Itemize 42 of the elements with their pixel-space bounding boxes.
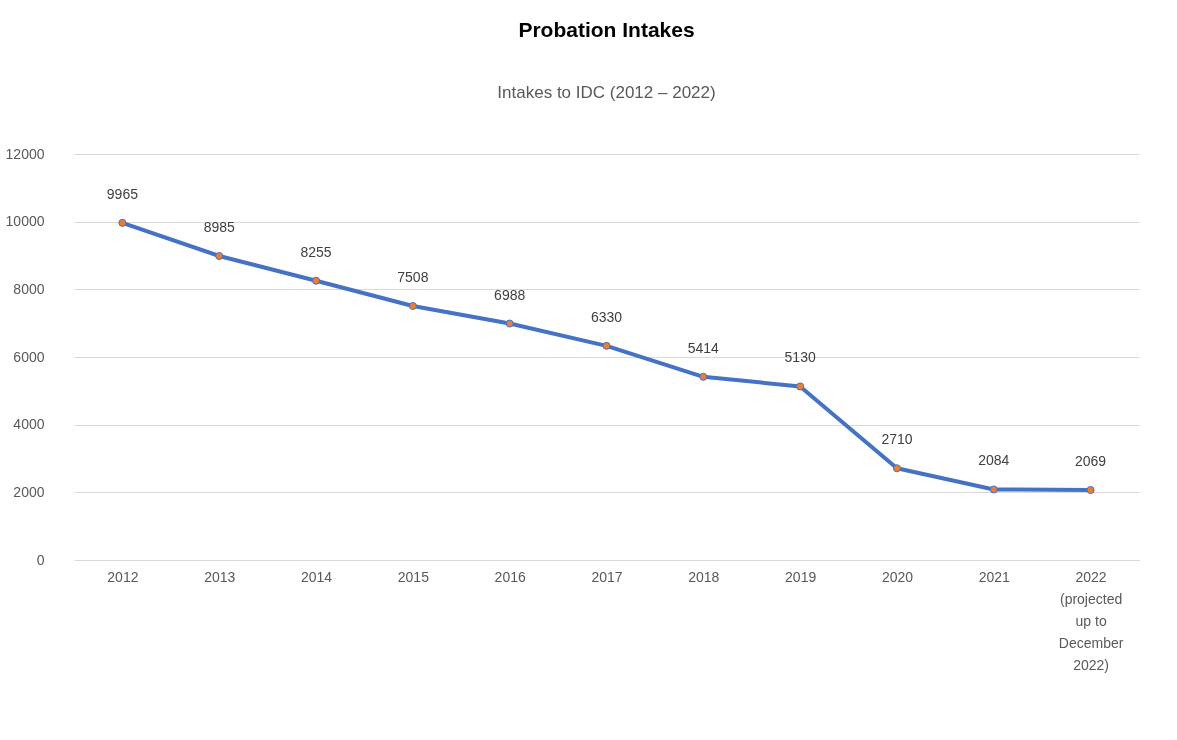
point: [796, 382, 805, 391]
data-label: 5130: [784, 349, 816, 366]
y-tick-label: 6000: [13, 348, 45, 365]
x-tick-label: 2013: [204, 568, 236, 585]
data-label: 6330: [590, 308, 623, 325]
point: [699, 372, 708, 381]
data-label: 6988: [494, 286, 526, 303]
point: [312, 276, 321, 285]
y-tick-label: 8000: [13, 280, 45, 297]
point: [892, 464, 901, 473]
point: [505, 319, 514, 328]
y-tick-label: 0: [36, 551, 45, 568]
x-tick-label: 2017: [591, 568, 623, 585]
x-tick-label: 2020: [881, 568, 914, 585]
point: [118, 218, 127, 227]
data-label: 2710: [881, 431, 913, 448]
x-tick-label: 2019: [785, 568, 817, 585]
x-tick-label: 2014: [300, 568, 333, 585]
point: [989, 485, 998, 494]
x-tick-label: 2012: [107, 568, 139, 585]
y-tick-label: 4000: [13, 416, 45, 433]
x-tick-label: 2022 (projected up to December 2022): [1058, 568, 1124, 673]
data-label: 2084: [978, 452, 1010, 469]
point: [1086, 485, 1095, 495]
point: [408, 301, 417, 311]
point: [215, 251, 224, 261]
point: [602, 341, 611, 350]
y-tick-label: 10000: [5, 213, 45, 230]
data-label: 5414: [687, 339, 720, 356]
x-tick-label: 2015: [397, 568, 430, 585]
x-tick-label: 2021: [978, 568, 1011, 585]
data-label: 2069: [1075, 453, 1107, 469]
chart-title: Probation Intakes: [518, 18, 695, 41]
chart-subtitle: Intakes to IDC (2012 – 2022): [497, 83, 716, 102]
data-label: 7508: [397, 268, 429, 285]
x-tick-label: 2016: [494, 568, 526, 585]
data-label: 9965: [106, 185, 139, 202]
x-tick-label: 2018: [688, 568, 720, 585]
data-label: 8255: [300, 243, 332, 260]
y-tick-label: 12000: [5, 145, 45, 162]
y-tick-label: 2000: [13, 483, 45, 500]
data-label: 8985: [203, 219, 236, 236]
